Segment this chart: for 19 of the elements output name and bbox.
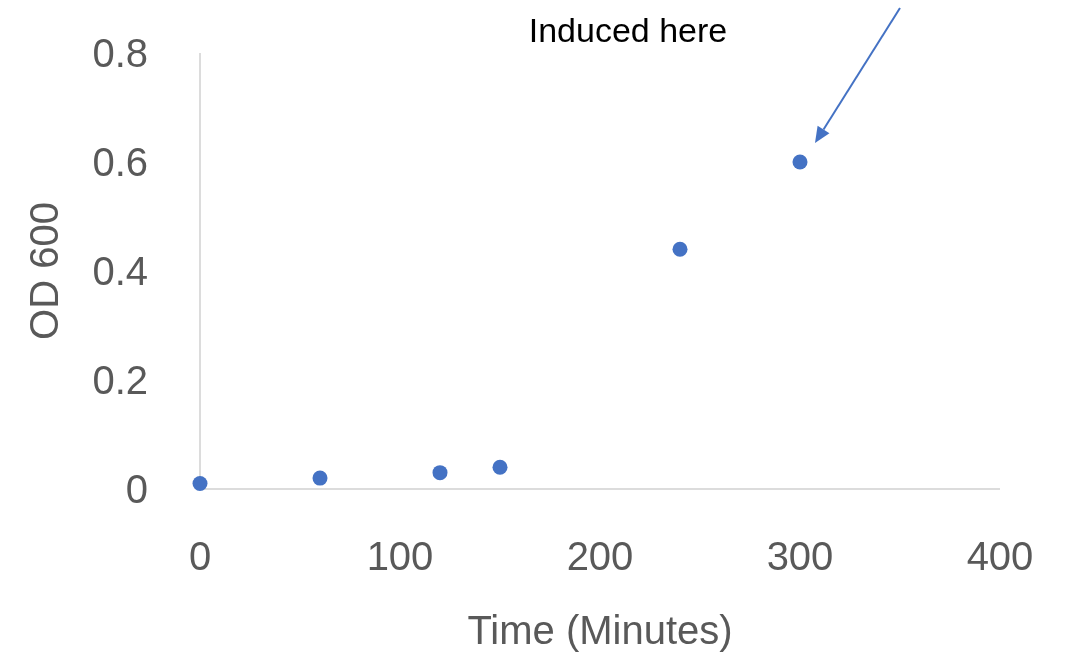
point (432, 465, 448, 481)
point (792, 154, 808, 170)
y-tick-label: 0.4 (92, 249, 148, 293)
x-axis-title: Time (Minutes) (467, 608, 733, 652)
point (312, 470, 328, 486)
x-tick-label: 100 (366, 534, 434, 578)
text: Induced here (528, 11, 728, 49)
y-tick-label: 0.2 (92, 358, 148, 402)
x-tick-label: 300 (766, 534, 834, 578)
y-tick-label: 0.6 (92, 140, 148, 184)
point (192, 476, 208, 492)
x-tick-label: 0 (188, 534, 212, 578)
x-tick-label: 200 (566, 534, 634, 578)
point (672, 241, 688, 257)
x-tick-label: 400 (966, 534, 1034, 578)
y-axis-title: OD 600 (22, 202, 66, 340)
y-tick-label: 0 (125, 467, 148, 511)
y-tick-label: 0.8 (92, 31, 148, 75)
point (492, 459, 508, 475)
